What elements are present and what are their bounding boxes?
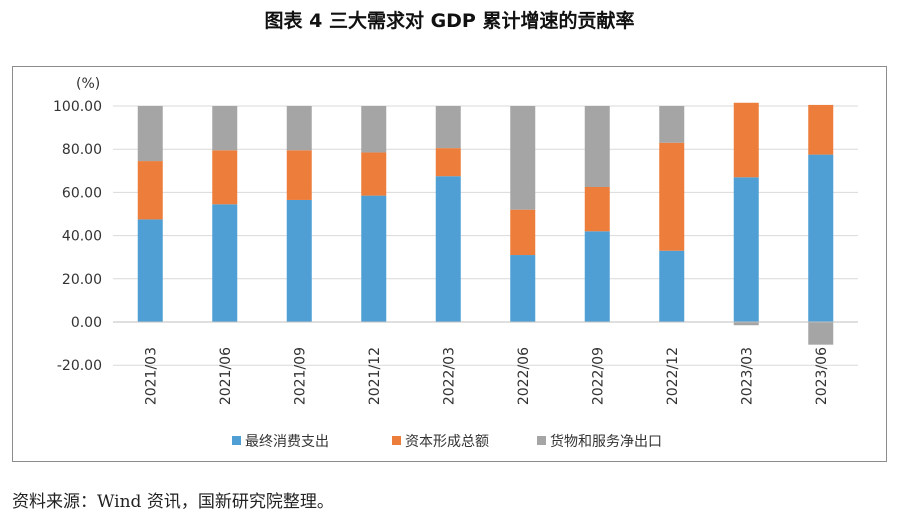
x-tick-label: 2021/12 [367,347,383,405]
x-tick-label: 2022/12 [665,347,681,405]
bar-2-2023-03 [733,102,759,178]
bar-3-2021-12 [361,106,387,153]
x-tick-label: 2021/06 [218,347,234,405]
bar-2-2021-09 [286,150,312,200]
bar-1-2021-03 [137,219,163,322]
bar-1-2023-06 [808,154,834,322]
legend-swatch [232,436,241,445]
bar-3-2021-03 [137,106,163,162]
bar-1-2022-12 [659,250,685,322]
bar-2-2022-03 [435,148,461,177]
bar-3-2022-12 [659,106,685,143]
y-axis: 100.00 80.00 60.00 40.00 20.00 0.00 -20.00 (%) [53,76,102,374]
bar-3-2022-06 [510,106,536,210]
bar-2-2021-06 [212,150,238,205]
bar-3-2022-03 [435,106,461,149]
bar-1-2023-03 [733,177,759,322]
legend-label: 最终消费支出 [245,434,329,450]
y-tick-label: 80.00 [62,142,102,158]
bar-1-2022-06 [510,255,536,322]
legend-swatch [392,436,401,445]
bar-2-2023-06 [808,104,834,155]
legend: 最终消费支出 资本形成总额 货物和服务净出口 [232,433,662,450]
bar-3-2021-09 [286,106,312,151]
bar-3-2021-06 [212,106,238,151]
x-tick-label: 2021/03 [143,347,159,405]
bar-2-2022-12 [659,142,685,251]
y-unit-label: (%) [76,76,100,92]
bar-1-2021-09 [286,199,312,322]
bar-2-2021-12 [361,152,387,196]
x-tick-label: 2023/03 [739,347,755,405]
bar-3-2023-06 [808,322,834,345]
chart-frame [12,66,887,462]
legend-label: 货物和服务净出口 [550,433,662,450]
bar-3-2022-09 [584,106,610,187]
y-tick-label: -20.00 [57,358,102,374]
bars [137,102,834,345]
y-tick-label: 0.00 [71,315,102,331]
x-tick-label: 2021/09 [292,347,308,405]
bar-1-2021-06 [212,204,238,322]
legend-label: 资本形成总额 [405,434,489,450]
bar-2-2022-06 [510,209,536,256]
x-tick-label: 2022/03 [441,347,457,405]
bar-1-2021-12 [361,195,387,322]
y-tick-label: 100.00 [53,99,102,115]
bar-1-2022-03 [435,176,461,322]
x-axis: 2021/03 2021/06 2021/09 2021/12 2022/03 2022/… [113,321,858,405]
y-tick-label: 40.00 [62,229,102,245]
x-tick-label: 2022/09 [590,347,606,405]
bar-2-2022-09 [584,187,610,232]
source-note: 资料来源：Wind 资讯，国新研究院整理。 [12,492,334,512]
x-tick-label: 2022/06 [516,347,532,405]
y-tick-label: 20.00 [62,272,102,288]
chart-title: 图表 4 三大需求对 GDP 累计增速的贡献率 [264,10,635,32]
x-tick-label: 2023/06 [814,347,830,405]
y-tick-label: 60.00 [62,185,102,201]
bar-2-2021-03 [137,161,163,220]
legend-swatch [537,436,546,445]
bar-1-2022-09 [584,231,610,322]
bar-3-2023-03 [733,322,759,326]
